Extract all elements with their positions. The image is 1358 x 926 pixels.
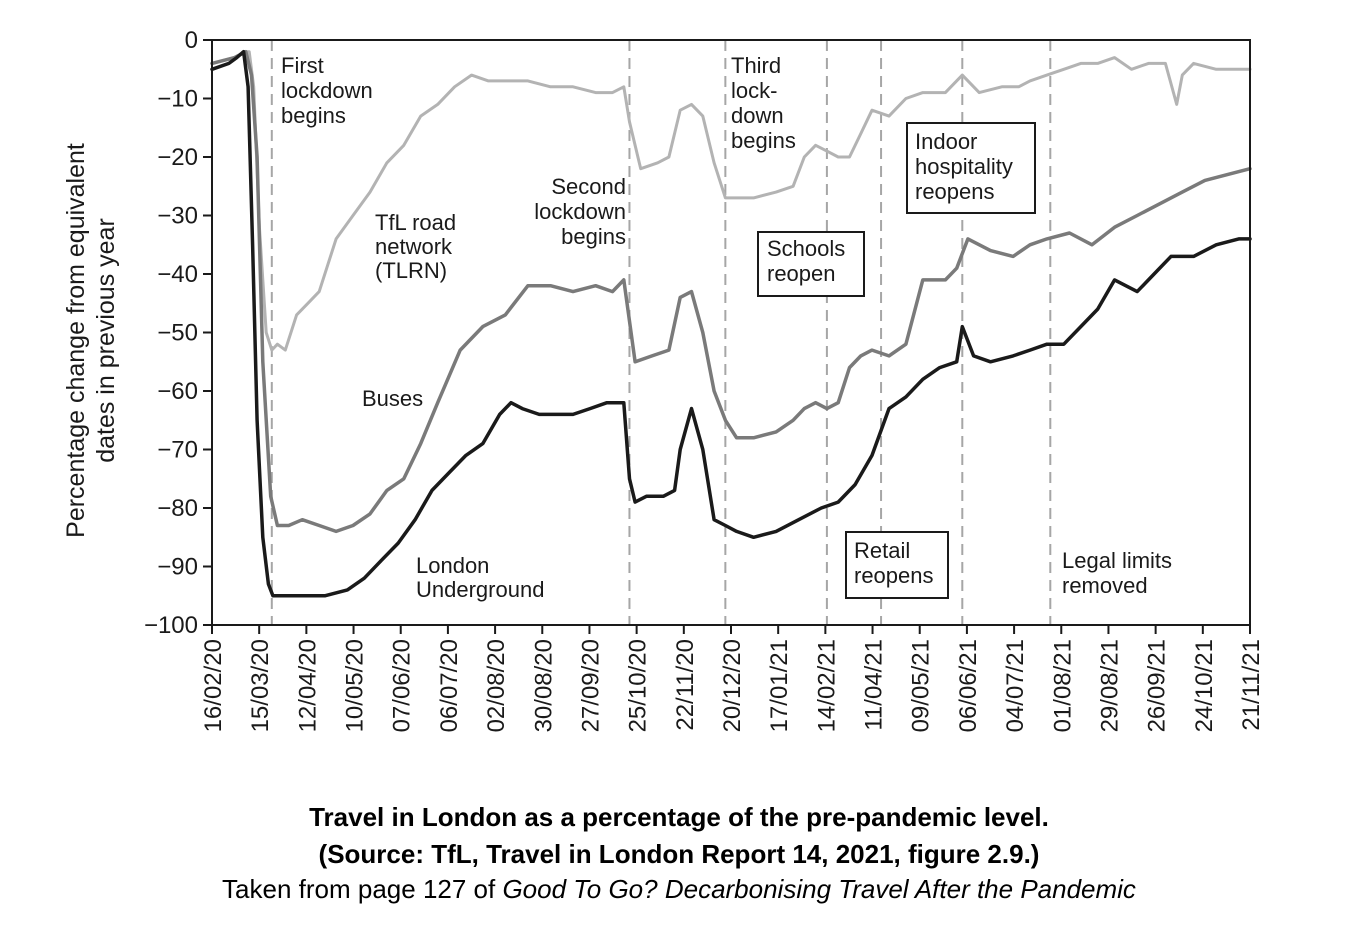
retail-reopens-label-line: reopens	[854, 563, 934, 588]
retail-reopens-label-line: Retail	[854, 538, 910, 563]
y-tick-label: −60	[157, 378, 198, 405]
legal-limits-removed-label-line: Legal limits	[1062, 548, 1172, 573]
series-label-line: (TLRN)	[375, 258, 447, 283]
caption-book-credit: Taken from page 127 of Good To Go? Decar…	[0, 872, 1358, 906]
series-label: TfL road network (TLRN)	[375, 210, 456, 283]
series-label: London Underground	[416, 553, 544, 602]
x-tick-label: 02/08/20	[483, 639, 510, 732]
third-lockdown-label-line: Third	[731, 53, 781, 78]
series-label-line: Buses	[362, 386, 423, 411]
y-tick-label: −20	[157, 144, 198, 171]
first-lockdown-label-line: lockdown	[281, 78, 373, 103]
third-lockdown-label-line: down	[731, 103, 784, 128]
indoor-hospitality-reopens-label-line: hospitality	[915, 154, 1013, 179]
y-tick-label: −30	[157, 203, 198, 230]
y-axis-title: Percentage change from equivalentdates i…	[62, 143, 120, 538]
caption-book-title: Good To Go? Decarbonising Travel After t…	[502, 874, 1136, 904]
x-tick-label: 06/06/21	[955, 639, 982, 732]
retail-reopens-box	[845, 531, 949, 599]
y-axis-title-line: dates in previous year	[92, 218, 120, 463]
line-chart: 0 −10 −20 −30 −40 −50 −60 −70 −80 −90 −100 16/02/2…	[62, 27, 1265, 732]
legal-limits-removed-label: Legal limits removed	[1062, 548, 1172, 598]
first-lockdown-label: First lockdown begins	[281, 53, 373, 128]
series-label: Buses	[362, 386, 423, 411]
x-tick-label: 10/05/20	[342, 639, 369, 732]
second-lockdown-label: Second lockdown begins	[534, 174, 626, 249]
y-tick-label: −100	[144, 612, 198, 639]
x-tick-label: 11/04/21	[861, 639, 888, 731]
indoor-hospitality-reopens-box	[906, 122, 1036, 214]
series-label-line: TfL road	[375, 210, 456, 235]
x-tick-label: 16/02/20	[200, 639, 227, 732]
y-axis-title-line: Percentage change from equivalent	[62, 143, 90, 538]
second-lockdown-label-line: lockdown	[534, 199, 626, 224]
x-tick-label: 15/03/20	[247, 639, 274, 732]
legal-limits-removed-label-line: removed	[1062, 573, 1148, 598]
x-tick-label: 30/08/20	[530, 639, 557, 732]
first-lockdown-label-line: begins	[281, 103, 346, 128]
caption-source: (Source: TfL, Travel in London Report 14…	[318, 839, 1040, 869]
x-tick-label: 14/02/21	[813, 639, 840, 732]
indoor-hospitality-reopens-label-line: Indoor	[915, 129, 977, 154]
third-lockdown-label-line: lock-	[731, 78, 777, 103]
x-tick-label: 01/08/21	[1049, 639, 1076, 732]
series-labels: TfL road network (TLRN) Buses London Undergro…	[362, 210, 544, 602]
y-axis: 0 −10 −20 −30 −40 −50 −60 −70 −80 −90 −100	[144, 27, 212, 639]
x-tick-label: 12/04/20	[294, 639, 321, 732]
y-tick-label: −40	[157, 261, 198, 288]
x-tick-label: 09/05/21	[908, 639, 935, 732]
x-tick-label: 07/06/20	[389, 639, 416, 732]
x-tick-label: 04/07/21	[1002, 639, 1029, 732]
y-tick-label: −90	[157, 554, 198, 581]
series-layer	[210, 49, 1252, 598]
caption-title: Travel in London as a percentage of the …	[309, 802, 1049, 832]
indoor-hospitality-reopens-label-line: reopens	[915, 179, 995, 204]
y-tick-label: −50	[157, 320, 198, 347]
y-tick-label: −80	[157, 495, 198, 522]
x-tick-label: 29/08/21	[1096, 639, 1123, 732]
y-axis-label: Percentage change from equivalentdates i…	[62, 143, 120, 538]
caption-credit-prefix: Taken from page 127 of	[222, 874, 503, 904]
x-tick-label: 24/10/21	[1191, 639, 1218, 732]
series-label-line: Underground	[416, 577, 544, 602]
schools-reopen-label-line: Schools	[767, 236, 845, 261]
series-line-buses	[210, 49, 1252, 534]
series-line-london-underground	[210, 49, 1252, 598]
x-tick-label: 26/09/21	[1144, 639, 1171, 732]
retail-reopens-label: Retail reopens	[854, 538, 934, 588]
y-tick-label: 0	[185, 27, 198, 54]
second-lockdown-label-line: begins	[561, 224, 626, 249]
x-tick-label: 21/11/21	[1238, 639, 1265, 731]
third-lockdown-label-line: begins	[731, 128, 796, 153]
schools-reopen-label-line: reopen	[767, 261, 836, 286]
x-tick-label: 17/01/21	[766, 639, 793, 732]
schools-reopen-box	[757, 231, 865, 297]
y-tick-label: −70	[157, 437, 198, 464]
x-tick-label: 20/12/20	[719, 639, 746, 732]
series-line-tfl-road-network-tlrn	[210, 50, 1252, 352]
y-tick-label: −10	[157, 86, 198, 113]
third-lockdown-label: Third lock-down begins	[731, 53, 796, 153]
x-tick-label: 25/10/20	[625, 639, 652, 732]
series-label-line: network	[375, 234, 453, 259]
indoor-hospitality-reopens-label: Indoor hospitality reopens	[915, 129, 1013, 204]
schools-reopen-label: Schools reopen	[767, 236, 845, 286]
second-lockdown-label-line: Second	[551, 174, 626, 199]
first-lockdown-label-line: First	[281, 53, 324, 78]
x-axis: 16/02/20 15/03/20 12/04/20 10/05/20 07/06/20…	[200, 625, 1265, 732]
series-label-line: London	[416, 553, 489, 578]
x-tick-label: 06/07/20	[436, 639, 463, 732]
x-tick-label: 22/11/20	[672, 639, 699, 731]
x-tick-label: 27/09/20	[577, 639, 604, 732]
